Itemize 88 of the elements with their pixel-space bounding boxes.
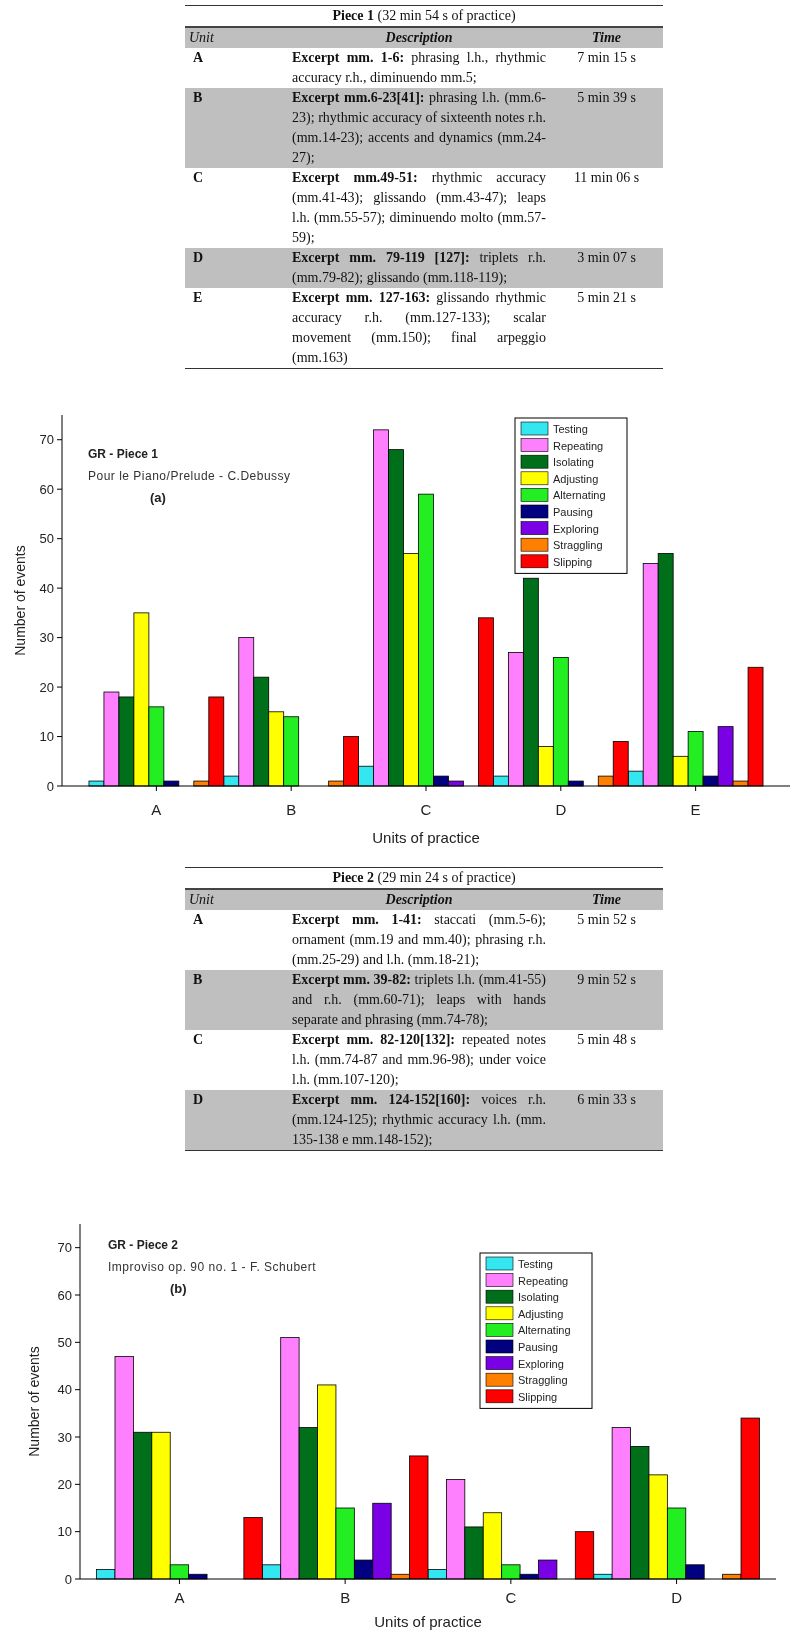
y-tick-label: 40: [57, 1382, 72, 1398]
legend-label: Testing: [518, 1258, 553, 1270]
text: Excerpt mm. 124-152[160]: voices r.h. (mm.124-125); rhythmic accuracy l.h. (mm. 135-138 e mm.148-152);: [291, 1091, 547, 1149]
x-tick-label: A: [151, 801, 162, 818]
text: GR - Piece 2: [108, 1238, 179, 1252]
text: 5 min 48 s: [576, 1031, 637, 1049]
y-tick-label: 50: [39, 531, 54, 547]
text: A: [192, 49, 205, 67]
x-tick-label: D: [671, 1589, 683, 1606]
x-tick-label: E: [690, 801, 701, 818]
legend-label: Slipping: [518, 1390, 558, 1403]
legend-label: Isolating: [518, 1291, 559, 1304]
text: Unit: [188, 891, 215, 909]
legend-label: Repeating: [553, 439, 604, 452]
legend-label: Testing: [553, 423, 588, 435]
x-tick-label: C: [420, 801, 432, 818]
text: GR - Piece 1: [88, 447, 159, 461]
text: Excerpt mm. 79-119 [127]: triplets r.h. (mm.79-82); glissando (mm.118-119);: [291, 249, 547, 287]
y-tick-label: 70: [39, 432, 54, 448]
text: A: [192, 911, 205, 929]
text: Description: [384, 29, 454, 47]
y-tick-label: 50: [57, 1334, 72, 1350]
y-tick-label: 40: [39, 580, 54, 596]
y-tick-label: 70: [57, 1240, 72, 1256]
y-tick-label: 20: [57, 1476, 72, 1492]
x-tick-label: C: [505, 1589, 517, 1606]
text: 6 min 33 s: [576, 1091, 637, 1109]
x-axis-title: Units of practice: [372, 829, 480, 846]
legend-label: Exploring: [553, 522, 599, 535]
x-tick-label: B: [286, 801, 297, 818]
text: Piece 1 (32 min 54 s of practice): [185, 5, 663, 27]
y-tick-label: 20: [39, 679, 54, 695]
text: Excerpt mm. 39-82: triplets l.h. (mm.41-55) and r.h. (mm.60-71); leaps with hands separate and phrasing (mm.74-78);: [291, 971, 547, 1029]
legend-label: Straggling: [518, 1374, 568, 1387]
text: 3 min 07 s: [576, 249, 637, 267]
text: Excerpt mm. 127-163: glissando rhythmic accuracy r.h. (mm.127-133); scalar movement (mm.150); final arpeggio (mm.163): [291, 289, 547, 367]
text: 11 min 06 s: [572, 169, 641, 187]
legend-label: Repeating: [518, 1274, 569, 1287]
text: Pour le Piano/Prelude - C.Debussy: [88, 469, 291, 483]
x-axis-title: Units of practice: [374, 1613, 482, 1630]
y-axis-title: Number of events: [12, 545, 28, 656]
text: Unit: [188, 29, 215, 47]
text: Description: [384, 891, 454, 909]
annotation: (a): [150, 490, 166, 505]
text: 5 min 52 s: [576, 911, 637, 929]
legend-label: Pausing: [518, 1341, 558, 1353]
legend-label: Isolating: [553, 456, 594, 469]
x-tick-label: B: [340, 1589, 351, 1606]
text: 5 min 21 s: [576, 289, 637, 307]
legend-label: Alternating: [553, 489, 606, 502]
legend-label: Adjusting: [553, 472, 599, 485]
y-tick-label: 10: [39, 729, 54, 745]
text: Time: [591, 29, 622, 47]
text: Excerpt mm. 1-41: staccati (mm.5-6); ornament (mm.19 and mm.40); phrasing r.h. (mm.25-29) and l.h. (mm.18-21);: [291, 911, 547, 969]
legend-label: Slipping: [553, 555, 593, 568]
text: Excerpt mm.6-23[41]: phrasing l.h. (mm.6-23); rhythmic accuracy of sixteenth notes r.h. (mm.14-23); accents and dynamics (mm.24-27);: [291, 89, 547, 167]
annotation: (b): [170, 1281, 187, 1296]
text: E: [192, 289, 204, 307]
legend-label: Straggling: [553, 539, 603, 552]
text: Time: [591, 891, 622, 909]
legend-label: Pausing: [553, 506, 593, 518]
text: 5 min 39 s: [576, 89, 637, 107]
y-tick-label: 0: [64, 1571, 72, 1587]
x-tick-label: D: [555, 801, 567, 818]
text: 9 min 52 s: [576, 971, 637, 989]
y-tick-label: 60: [57, 1287, 72, 1303]
text: Improviso op. 90 no. 1 - F. Schubert: [108, 1260, 317, 1274]
text: D: [192, 1091, 205, 1109]
legend-label: Alternating: [518, 1324, 571, 1337]
y-tick-label: 30: [57, 1429, 72, 1445]
text: B: [192, 89, 204, 107]
text: C: [192, 169, 205, 187]
x-tick-label: A: [174, 1589, 185, 1606]
legend-label: Exploring: [518, 1357, 564, 1370]
y-axis-title: Number of events: [26, 1346, 42, 1457]
y-tick-label: 0: [46, 778, 54, 794]
y-tick-label: 30: [39, 630, 54, 646]
text: D: [192, 249, 205, 267]
text: 7 min 15 s: [576, 49, 637, 67]
text: Excerpt mm. 1-6: phrasing l.h., rhythmic accuracy r.h., diminuendo mm.5;: [291, 49, 547, 87]
y-tick-label: 60: [39, 481, 54, 497]
text: Piece 2 (29 min 24 s of practice): [185, 867, 663, 889]
text: Excerpt mm.49-51: rhythmic accuracy (mm.41-43); glissando (mm.43-47); leaps l.h. (mm.55-57); diminuendo molto (mm.57-59);: [291, 169, 547, 247]
text: C: [192, 1031, 205, 1049]
legend-label: Adjusting: [518, 1307, 564, 1320]
text: Excerpt mm. 82-120[132]: repeated notes l.h. (mm.74-87 and mm.96-98); under voice l.h. (mm.107-120);: [291, 1031, 547, 1089]
text: B: [192, 971, 204, 989]
y-tick-label: 10: [57, 1524, 72, 1540]
